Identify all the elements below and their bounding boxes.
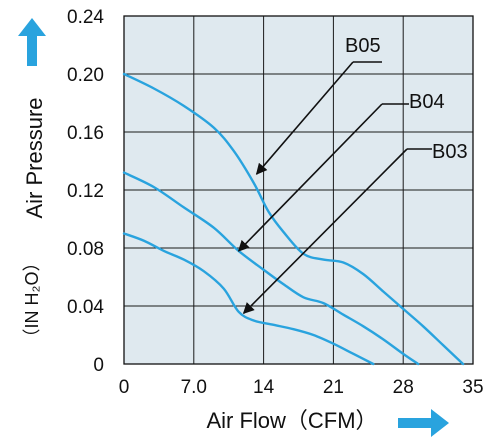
- x-tick-label: 28: [393, 377, 414, 398]
- y-tick-label: 0: [93, 355, 104, 376]
- x-tick-label: 7.0: [181, 377, 207, 398]
- y-axis-title: Air Pressure: [22, 97, 47, 218]
- y-tick-label: 0.04: [67, 297, 104, 318]
- y-tick-label: 0.12: [67, 181, 104, 202]
- series-label-b05: B05: [345, 35, 381, 57]
- y-tick-label: 0.08: [67, 239, 104, 260]
- x-tick-label: 14: [253, 377, 275, 398]
- y-tick-labels: 0 0.04 0.08 0.12 0.16 0.20 0.24: [67, 7, 104, 376]
- y-axis-arrow-icon: [18, 18, 46, 66]
- series-label-b03: B03: [432, 141, 468, 163]
- x-tick-label: 0: [119, 377, 130, 398]
- x-tick-label: 21: [323, 377, 344, 398]
- y-tick-label: 0.24: [67, 7, 104, 28]
- series-label-b04: B04: [409, 91, 445, 113]
- x-tick-label: 35: [462, 377, 483, 398]
- y-tick-label: 0.16: [67, 123, 104, 144]
- y-axis-unit: （IN H₂O）: [22, 254, 42, 347]
- y-tick-label: 0.20: [67, 65, 104, 86]
- x-axis-title: Air Flow（CFM）: [206, 408, 377, 433]
- x-axis-arrow-icon: [398, 409, 449, 437]
- x-tick-labels: 0 7.0 14 21 28 35: [119, 377, 484, 398]
